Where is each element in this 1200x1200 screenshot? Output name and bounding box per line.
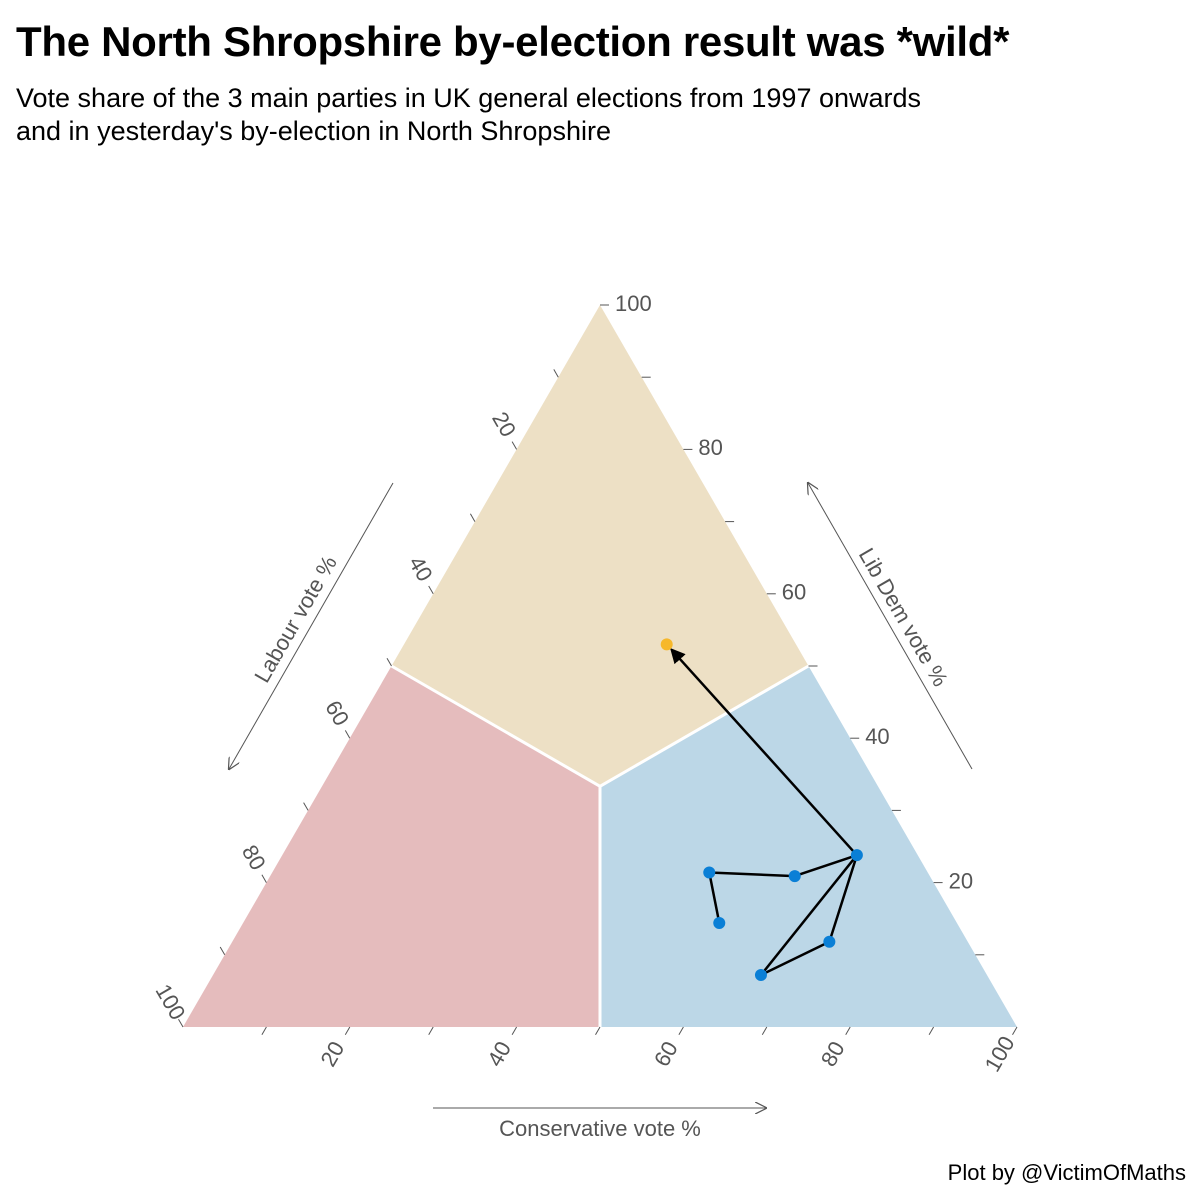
labour-tick — [386, 657, 392, 667]
conservative-tick — [678, 1026, 684, 1036]
region-boundary — [599, 664, 810, 788]
general-election-point — [754, 969, 767, 982]
subtitle-line: Vote share of the 3 main parties in UK g… — [16, 83, 922, 113]
conservative-tick-label: 80 — [816, 1037, 850, 1071]
conservative-tick — [928, 1026, 935, 1036]
conservative-tick — [761, 1026, 768, 1036]
libdem-tick-label: 60 — [782, 580, 806, 605]
conservative-axis-title: Conservative vote % — [499, 1116, 701, 1141]
labour-tick-label: 20 — [487, 407, 521, 441]
labour-tick — [344, 730, 351, 739]
conservative-tick — [1012, 1026, 1018, 1036]
libdem-axis-arrow — [808, 483, 973, 770]
conservative-tick-label: 40 — [482, 1037, 516, 1071]
region-boundary — [390, 664, 601, 788]
labour-tick-label: 40 — [404, 552, 438, 586]
general-election-line — [708, 853, 859, 977]
labour-tick-label: 100 — [150, 980, 190, 1024]
labour-axis-title: Labour vote % — [249, 551, 342, 686]
conservative-tick — [595, 1026, 601, 1036]
by-election-point — [660, 638, 673, 651]
general-election-point — [788, 870, 801, 883]
conservative-tick-label: 20 — [315, 1037, 349, 1071]
region-labour — [183, 666, 600, 1027]
labour-tick — [553, 369, 559, 378]
labour-tick — [261, 874, 267, 883]
libdem-tick-label: 20 — [949, 868, 973, 893]
labour-tick — [469, 513, 476, 522]
labour-tick-label: 80 — [237, 841, 271, 875]
general-election-point — [823, 935, 836, 948]
libdem-tick-label: 40 — [865, 724, 889, 749]
libdem-tick-label: 80 — [698, 435, 722, 460]
by-election-arrow — [670, 648, 858, 857]
conservative-tick — [344, 1026, 351, 1036]
labour-tick — [219, 946, 226, 956]
general-election-point — [850, 849, 863, 862]
party-regions — [183, 305, 1017, 1027]
labour-tick-label: 60 — [320, 696, 354, 730]
conservative-tick — [511, 1026, 518, 1036]
region-lib-dem — [391, 305, 809, 787]
general-election-point — [703, 866, 716, 879]
chart-title: The North Shropshire by-election result … — [16, 18, 1010, 65]
plot-credit: Plot by @VictimOfMaths — [947, 1160, 1186, 1185]
election-path — [670, 648, 859, 977]
libdem-tick-label: 100 — [615, 291, 652, 316]
subtitle-line: and in yesterday's by-election in North … — [16, 116, 611, 146]
conservative-tick — [261, 1026, 267, 1036]
conservative-tick — [428, 1026, 434, 1036]
election-points — [660, 638, 863, 982]
labour-axis-arrow — [229, 482, 394, 769]
conservative-tick-label: 60 — [649, 1037, 683, 1071]
conservative-tick-label: 100 — [980, 1032, 1020, 1076]
labour-tick — [511, 441, 518, 450]
labour-tick — [428, 585, 434, 595]
general-election-line-segment — [759, 854, 858, 976]
labour-tick — [178, 1018, 184, 1028]
region-conservative — [600, 666, 1017, 1027]
conservative-tick — [845, 1026, 851, 1036]
chart-subtitle: Vote share of the 3 main parties in UK g… — [16, 82, 1116, 148]
labour-tick — [303, 802, 309, 811]
libdem-axis-title: Lib Dem vote % — [854, 544, 953, 691]
general-election-point — [713, 917, 726, 930]
